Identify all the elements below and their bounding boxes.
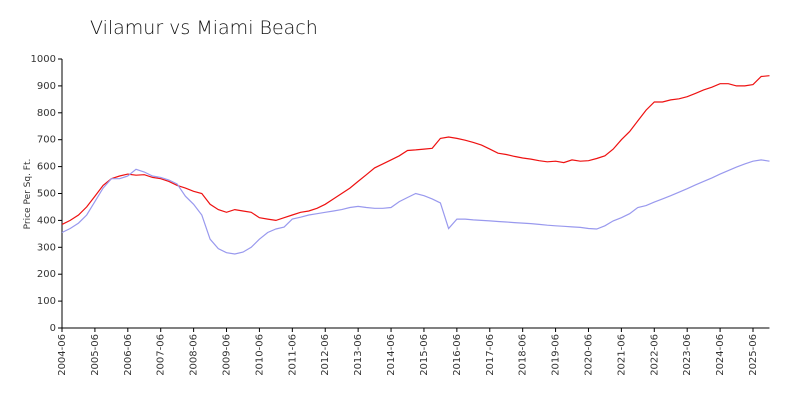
x-tick-label: 2009-06 — [222, 334, 233, 376]
chart-title: Vilamur vs Miami Beach — [90, 17, 318, 39]
y-tick-label: 1000 — [31, 54, 56, 65]
y-tick-label: 200 — [37, 269, 56, 280]
x-tick-label: 2020-06 — [583, 334, 594, 376]
x-tick-label: 2012-06 — [320, 334, 331, 376]
y-tick-label: 400 — [37, 215, 56, 226]
x-tick-label: 2014-06 — [386, 334, 397, 376]
x-tick-label: 2004-06 — [57, 334, 68, 376]
x-tick-label: 2005-06 — [90, 334, 101, 376]
y-tick-label: 700 — [37, 135, 56, 146]
x-tick-label: 2024-06 — [715, 334, 726, 376]
y-tick-label: 100 — [37, 296, 56, 307]
y-tick-label: 500 — [37, 189, 56, 200]
x-tick-label: 2017-06 — [485, 334, 496, 376]
x-tick-label: 2018-06 — [518, 334, 529, 376]
y-tick-label: 300 — [37, 242, 56, 253]
y-tick-label: 600 — [37, 162, 56, 173]
x-tick-label: 2010-06 — [254, 334, 265, 376]
x-tick-label: 2025-06 — [748, 334, 759, 376]
x-tick-label: 2023-06 — [682, 334, 693, 376]
series-line — [61, 75, 770, 225]
x-tick-label: 2007-06 — [156, 334, 167, 376]
y-tick-label: 900 — [37, 81, 56, 92]
x-tick-label: 2019-06 — [551, 334, 562, 376]
x-tick-label: 2015-06 — [419, 334, 430, 376]
x-tick-label: 2011-06 — [287, 334, 298, 376]
x-tick-label: 2006-06 — [123, 334, 134, 376]
y-tick-label: 0 — [50, 323, 56, 334]
x-tick-label: 2021-06 — [616, 334, 627, 376]
y-tick-label: 800 — [37, 108, 56, 119]
x-tick-label: 2022-06 — [649, 334, 660, 376]
x-tick-label: 2008-06 — [189, 334, 200, 376]
series-line — [61, 159, 770, 255]
x-tick-label: 2016-06 — [452, 334, 463, 376]
y-axis-label: Price Per Sq. Ft. — [23, 159, 33, 230]
x-tick-label: 2013-06 — [353, 334, 364, 376]
